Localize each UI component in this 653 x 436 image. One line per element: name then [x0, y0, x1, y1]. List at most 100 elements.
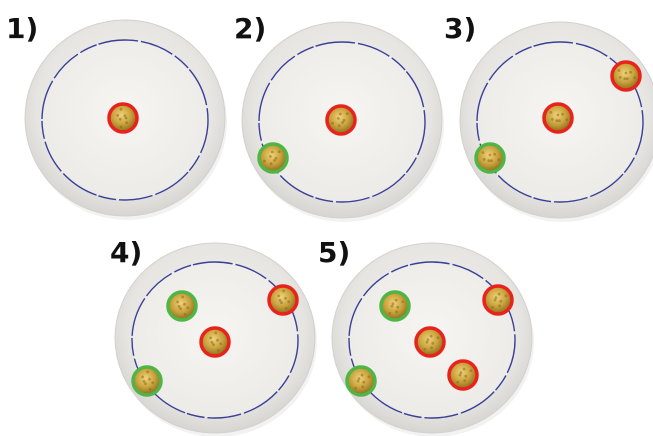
- step-label: 4): [110, 236, 142, 269]
- coin-face: [133, 367, 161, 395]
- coin-speck: [183, 302, 186, 306]
- coin-green-ring: [257, 142, 289, 174]
- coin-speck: [119, 107, 123, 111]
- coin-speck: [550, 118, 554, 121]
- coin-face: [168, 292, 196, 320]
- coin-speck: [269, 162, 273, 166]
- coin-speck: [209, 336, 213, 340]
- coin-speck: [124, 116, 128, 120]
- coin-speck: [338, 112, 342, 116]
- coin-red-ring: [107, 102, 139, 134]
- step-label: 3): [444, 12, 476, 45]
- coin-speck: [183, 313, 187, 316]
- coin-speck: [177, 305, 181, 308]
- coin-speck: [123, 114, 127, 118]
- coin-speck: [148, 388, 152, 391]
- coin-speck: [118, 117, 122, 121]
- coin-face: [201, 328, 229, 356]
- coin-speck: [341, 121, 344, 124]
- coin-speck: [280, 301, 283, 304]
- plate-step-4: 4): [110, 236, 317, 436]
- coin-face: [612, 62, 640, 90]
- coin-ring: [257, 142, 289, 174]
- coin-red-ring: [414, 326, 446, 358]
- coin-speck: [623, 77, 627, 81]
- coin-speck: [210, 341, 214, 344]
- coin-speck: [331, 121, 334, 125]
- coin-speck: [388, 311, 392, 315]
- coin-ring: [267, 284, 299, 316]
- coin-speck: [278, 299, 282, 302]
- coin-speck: [179, 307, 182, 310]
- coin-red-ring: [199, 326, 231, 358]
- coin-speck: [394, 298, 398, 302]
- plate-stripe: [476, 41, 644, 203]
- coin-speck: [555, 119, 559, 123]
- coin-speck: [345, 112, 349, 115]
- coin-speck: [146, 370, 150, 374]
- coin-speck: [499, 299, 503, 303]
- coin-speck: [357, 377, 361, 381]
- plate-step-5: 5): [318, 236, 534, 436]
- coin-speck: [219, 342, 223, 346]
- coin-red-ring: [482, 284, 514, 316]
- coin-speck: [490, 159, 493, 163]
- plate-step-1: 1): [6, 12, 227, 220]
- coin-speck: [144, 382, 147, 385]
- coin-face: [544, 104, 572, 132]
- coin-ring: [199, 326, 231, 358]
- coin-speck: [456, 380, 460, 384]
- coin-ring: [166, 290, 198, 322]
- coin-speck: [395, 310, 398, 314]
- coin-speck: [141, 375, 145, 379]
- coin-speck: [362, 380, 366, 384]
- plate-stripe: [258, 41, 426, 203]
- coin-speck: [401, 300, 405, 304]
- coin-speck: [354, 386, 358, 390]
- coin-speck: [482, 158, 486, 161]
- coin-face: [476, 144, 504, 172]
- coin-ring: [379, 290, 411, 322]
- coin-speck: [284, 307, 288, 310]
- coin-ring: [414, 326, 446, 358]
- coin-ring: [131, 365, 163, 397]
- coin-speck: [282, 289, 286, 293]
- coin-face: [269, 286, 297, 314]
- coin-ring: [474, 142, 506, 174]
- coin-speck: [426, 338, 430, 342]
- coin-speck: [429, 334, 433, 338]
- plate-step-2: 2): [234, 12, 444, 222]
- coin-speck: [287, 300, 291, 304]
- plate-stripe: [131, 261, 299, 419]
- coin-green-ring: [379, 290, 411, 322]
- coin-red-ring: [325, 104, 357, 136]
- coin-speck: [277, 150, 281, 154]
- coin-speck: [151, 381, 155, 385]
- coin-speck: [617, 69, 621, 72]
- coin-green-ring: [345, 365, 377, 397]
- coin-red-ring: [542, 102, 574, 134]
- coin-speck: [263, 159, 266, 163]
- step-label: 2): [234, 12, 266, 45]
- coin-red-ring: [447, 359, 479, 391]
- coin-speck: [556, 113, 560, 117]
- coin-speck: [488, 153, 492, 157]
- coin-ring: [325, 104, 357, 136]
- coin-ring: [542, 102, 574, 134]
- coin-speck: [119, 125, 123, 129]
- coin-speck: [558, 119, 561, 123]
- coin-speck: [212, 343, 215, 346]
- coin-speck: [425, 340, 429, 344]
- coin-speck: [491, 305, 495, 309]
- coin-speck: [214, 331, 218, 335]
- coin-speck: [148, 377, 151, 381]
- coin-green-ring: [474, 142, 506, 174]
- coin-speck: [497, 158, 501, 162]
- coin-speck: [186, 306, 190, 310]
- coin-speck: [367, 375, 371, 379]
- coin-speck: [176, 300, 180, 304]
- coin-speck: [497, 292, 501, 296]
- coin-speck: [633, 76, 637, 80]
